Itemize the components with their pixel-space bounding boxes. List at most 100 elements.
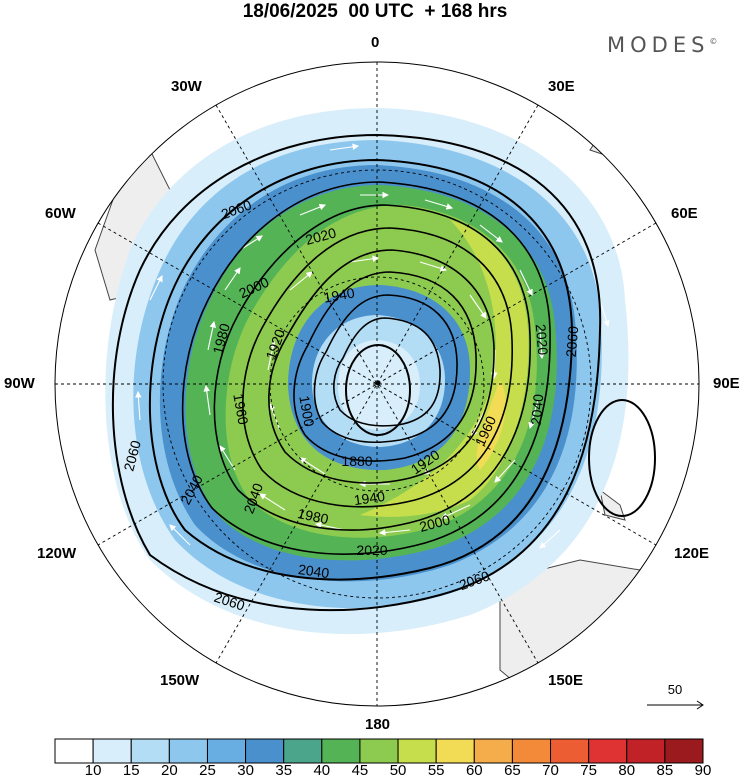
contour-label: 1880 bbox=[341, 453, 372, 469]
lon-label-150e: 150E bbox=[548, 672, 584, 689]
wind-vector bbox=[329, 143, 360, 151]
colorbar-box bbox=[550, 738, 590, 764]
colorbar-box bbox=[359, 738, 399, 764]
colorbar-box bbox=[588, 738, 628, 764]
colorbar-box bbox=[206, 738, 247, 764]
reference-vector-label: 50 bbox=[668, 684, 682, 697]
colorbar-tick-label: 15 bbox=[122, 762, 140, 779]
colorbar-tick-label: 70 bbox=[542, 762, 559, 779]
contour-2060-high bbox=[588, 399, 656, 517]
colorbar-box bbox=[54, 738, 94, 764]
colorbar-box bbox=[435, 738, 475, 764]
contour-1940 bbox=[293, 271, 477, 462]
contour-2000 bbox=[213, 204, 531, 531]
wind-vector bbox=[259, 493, 286, 511]
colorbar-tick-label: 10 bbox=[84, 762, 102, 779]
lon-label-150w: 150W bbox=[160, 672, 200, 689]
pole-marker bbox=[375, 380, 381, 386]
colorbar-tick-label: 25 bbox=[199, 762, 216, 779]
contour-2040 bbox=[148, 158, 574, 581]
colorbar-tick-label: 55 bbox=[427, 762, 445, 779]
wind-vector bbox=[494, 459, 516, 483]
colorbar-tick-label: 80 bbox=[618, 762, 636, 779]
reference-vector: 50 bbox=[647, 684, 704, 710]
colorbar-box bbox=[397, 738, 437, 764]
meridian-30w-150e bbox=[215, 104, 539, 664]
contour-1900 bbox=[333, 317, 441, 427]
colorbar-box bbox=[511, 738, 552, 764]
lon-label-30w: 30W bbox=[171, 78, 202, 95]
contour-label: 1940 bbox=[353, 488, 386, 508]
graticule bbox=[55, 62, 699, 706]
meridian-60e-120w bbox=[97, 222, 657, 546]
contour-label: 1960 bbox=[230, 392, 251, 426]
contour-1920 bbox=[313, 294, 458, 443]
colorbar-tick-label: 50 bbox=[389, 762, 407, 779]
wind-vector bbox=[424, 199, 454, 210]
wind-vector bbox=[378, 529, 411, 536]
wind-vector bbox=[289, 271, 313, 291]
wind-vector bbox=[599, 299, 610, 328]
contour-label: 2020 bbox=[356, 542, 387, 558]
wind-vector bbox=[299, 203, 327, 216]
wind-vector bbox=[169, 524, 191, 546]
wind-vector bbox=[539, 529, 561, 549]
wind-vector bbox=[149, 275, 163, 301]
colorbar-box bbox=[473, 738, 513, 764]
wind-vector bbox=[299, 457, 326, 475]
colorbar-tick-label: 35 bbox=[275, 762, 293, 779]
contour-1980 bbox=[242, 227, 513, 508]
wind-vector bbox=[224, 267, 241, 291]
colorbar-box bbox=[626, 738, 666, 764]
contour-label: 2000 bbox=[418, 511, 452, 535]
wind-speed-shading bbox=[105, 108, 629, 635]
colorbar bbox=[54, 738, 704, 764]
contour-label: 2060 bbox=[563, 325, 582, 358]
colorbar-tick-label: 20 bbox=[161, 762, 178, 779]
lon-label-120e: 120E bbox=[674, 545, 710, 562]
colorbar-box bbox=[283, 738, 323, 764]
map-title: 18/06/2025 00 UTC + 168 hrs bbox=[242, 1, 508, 22]
contour-label: 2040 bbox=[528, 393, 547, 426]
wind-vector bbox=[528, 399, 539, 430]
colorbar-tick-label: 65 bbox=[504, 762, 521, 779]
colorbar-tick-label: 75 bbox=[580, 762, 597, 779]
contour-2060 bbox=[111, 133, 602, 611]
wind-vector bbox=[203, 384, 211, 416]
contour-label: 1980 bbox=[296, 505, 330, 527]
wind-vector bbox=[207, 320, 217, 351]
contour-label: 1980 bbox=[209, 321, 233, 355]
contour-label: 2040 bbox=[297, 561, 330, 581]
wind-vector bbox=[135, 390, 142, 421]
colorbar-box bbox=[130, 738, 170, 764]
lon-label-60w: 60W bbox=[45, 205, 76, 222]
colorbar-tick-label: 85 bbox=[656, 762, 674, 779]
wind-vector bbox=[219, 445, 236, 471]
wind-vector bbox=[441, 504, 471, 519]
meridian-60w-120e bbox=[97, 222, 657, 546]
lon-label-90e: 90E bbox=[713, 375, 740, 392]
shade-level-60 bbox=[476, 380, 506, 470]
geopotential-contours bbox=[111, 133, 656, 611]
colorbar-box bbox=[168, 738, 208, 764]
colorbar-box bbox=[664, 738, 704, 764]
wind-vector bbox=[239, 235, 263, 251]
colorbar-tick-label: 90 bbox=[694, 762, 712, 779]
wind-vector bbox=[479, 224, 503, 243]
lon-label-0: 0 bbox=[371, 34, 380, 51]
lon-label-120w: 120W bbox=[37, 545, 77, 562]
contour-label: 1900 bbox=[296, 394, 317, 428]
lon-label-60e: 60E bbox=[671, 205, 698, 222]
wind-vector bbox=[471, 409, 486, 437]
wind-vector bbox=[419, 261, 448, 272]
lon-label-90w: 90W bbox=[4, 375, 35, 392]
meridian-30e-150w bbox=[215, 104, 539, 664]
wind-vector bbox=[519, 269, 533, 296]
colorbar-tick-label: 40 bbox=[313, 762, 331, 779]
wind-vector bbox=[267, 340, 277, 371]
contour-label: 2020 bbox=[533, 323, 552, 356]
colorbar-box bbox=[245, 738, 285, 764]
colorbar-tick-label: 30 bbox=[237, 762, 254, 779]
contour-label: 2020 bbox=[304, 224, 338, 248]
